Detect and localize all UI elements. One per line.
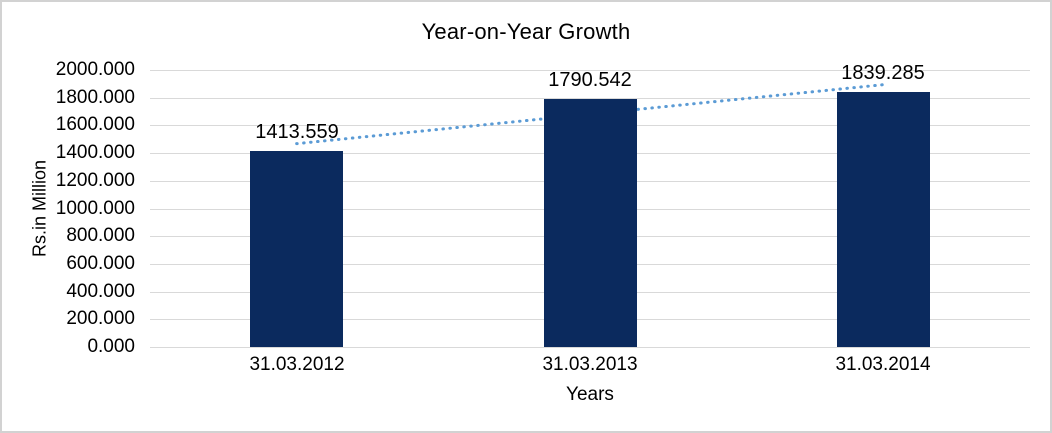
gridline [150, 70, 1030, 71]
x-category-label: 31.03.2014 [835, 354, 931, 375]
bar-value-label: 1839.285 [841, 62, 925, 84]
y-tick-label: 600.000 [66, 253, 135, 274]
y-tick-label: 400.000 [66, 281, 135, 302]
y-tick-label: 1600.000 [55, 114, 135, 135]
y-tick-label: 0.000 [87, 336, 135, 357]
y-axis-title: Rs.in Million [29, 159, 50, 258]
bar-value-label: 1413.559 [255, 121, 339, 143]
x-category-label: 31.03.2013 [542, 354, 638, 375]
y-tick-label: 1200.000 [55, 170, 135, 191]
y-tick-label: 1400.000 [55, 142, 135, 163]
gridline [150, 347, 1030, 348]
y-tick-label: 1000.000 [55, 198, 135, 219]
bar [544, 99, 637, 347]
gridline [150, 98, 1030, 99]
y-tick-label: 1800.000 [55, 87, 135, 108]
bar-value-label: 1790.542 [548, 69, 632, 91]
x-category-label: 31.03.2012 [249, 354, 345, 375]
bar [250, 151, 343, 347]
y-tick-label: 200.000 [66, 308, 135, 329]
chart-title: Year-on-Year Growth [421, 19, 631, 44]
y-tick-label: 800.000 [66, 225, 135, 246]
y-tick-label: 2000.000 [55, 59, 135, 80]
x-axis-title: Years [566, 384, 614, 405]
bar [837, 92, 930, 347]
